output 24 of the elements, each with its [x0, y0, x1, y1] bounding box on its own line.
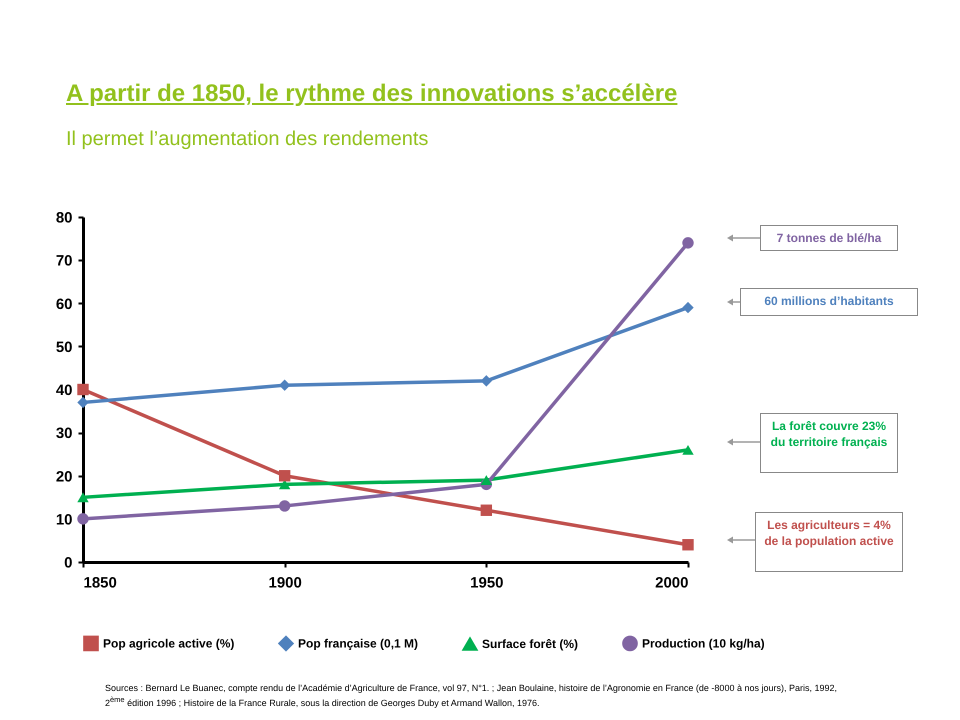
y-tick-label: 30	[56, 425, 72, 442]
legend-label: Pop agricole active (%)	[103, 636, 234, 650]
x-tick-label: 1950	[470, 574, 504, 592]
source-note: Sources : Bernard Le Buanec, compte rendu de l’Académie d’Agriculture de France, vol 97, N°1. ; Jean Boulaine, histoire de l’Agronomie en France (de -8000 à nos jours), Paris, 1992, 2$^{ème}$ édition 1996 ; Histoire de la France Rurale, sous la direction de Georges Duby et Armand Wallon, 1976.	[105, 682, 838, 709]
legend-label: Pop française (0,1 M)	[298, 636, 418, 650]
text: Les agriculteurs = 4% de la population active	[755, 512, 903, 572]
x-tick-label: 2000	[655, 574, 688, 592]
legend-label: Production (10 kg/ha)	[642, 636, 765, 650]
y-tick-label: 20	[56, 468, 72, 486]
text: La forêt couvre 23% du territoire français	[760, 413, 898, 473]
y-tick-label: 60	[56, 296, 72, 313]
chart-subtitle: Il permet l’augmentation des rendements	[66, 128, 428, 151]
x-tick-label: 1850	[84, 574, 117, 592]
y-tick-label: 70	[56, 252, 72, 270]
y-tick-label: 10	[56, 511, 72, 528]
text: 60 millions d’habitants	[740, 288, 918, 316]
y-tick-label: 50	[56, 338, 72, 356]
text: 7 tonnes de blé/ha	[760, 225, 898, 251]
y-tick-label: 40	[56, 382, 72, 399]
y-tick-label: 0	[64, 554, 72, 572]
legend-label: Surface forêt (%)	[482, 636, 578, 651]
y-tick-label: 80	[56, 210, 72, 226]
x-tick-label: 1900	[268, 574, 302, 592]
chart-title: A partir de 1850, le rythme des innovations s’accélère	[66, 80, 678, 108]
